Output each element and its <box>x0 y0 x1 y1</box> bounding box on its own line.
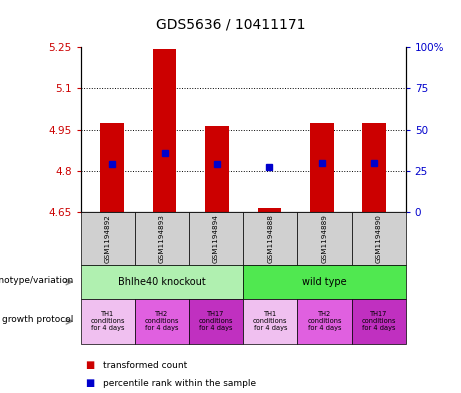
Text: growth protocol: growth protocol <box>2 315 74 324</box>
Text: GSM1194890: GSM1194890 <box>376 214 382 263</box>
Text: TH17
conditions
for 4 days: TH17 conditions for 4 days <box>361 311 396 331</box>
Text: TH1
conditions
for 4 days: TH1 conditions for 4 days <box>253 311 288 331</box>
Bar <box>362 123 386 212</box>
Text: genotype/variation: genotype/variation <box>0 275 74 285</box>
Text: Bhlhe40 knockout: Bhlhe40 knockout <box>118 277 206 287</box>
Bar <box>258 208 281 212</box>
Text: TH2
conditions
for 4 days: TH2 conditions for 4 days <box>145 311 179 331</box>
Text: TH17
conditions
for 4 days: TH17 conditions for 4 days <box>199 311 233 331</box>
Text: transformed count: transformed count <box>103 361 187 370</box>
Bar <box>153 48 177 212</box>
Bar <box>100 123 124 212</box>
Text: ■: ■ <box>85 360 95 371</box>
Text: GSM1194894: GSM1194894 <box>213 214 219 263</box>
Text: percentile rank within the sample: percentile rank within the sample <box>103 379 256 387</box>
Text: GSM1194888: GSM1194888 <box>267 214 273 263</box>
Text: TH2
conditions
for 4 days: TH2 conditions for 4 days <box>307 311 342 331</box>
Text: TH1
conditions
for 4 days: TH1 conditions for 4 days <box>90 311 125 331</box>
Text: GDS5636 / 10411171: GDS5636 / 10411171 <box>156 18 305 32</box>
Bar <box>310 123 334 212</box>
Text: ■: ■ <box>85 378 95 388</box>
Text: GSM1194892: GSM1194892 <box>105 214 111 263</box>
Text: wild type: wild type <box>302 277 347 287</box>
Text: GSM1194893: GSM1194893 <box>159 214 165 263</box>
Bar <box>205 125 229 212</box>
Text: GSM1194889: GSM1194889 <box>321 214 327 263</box>
